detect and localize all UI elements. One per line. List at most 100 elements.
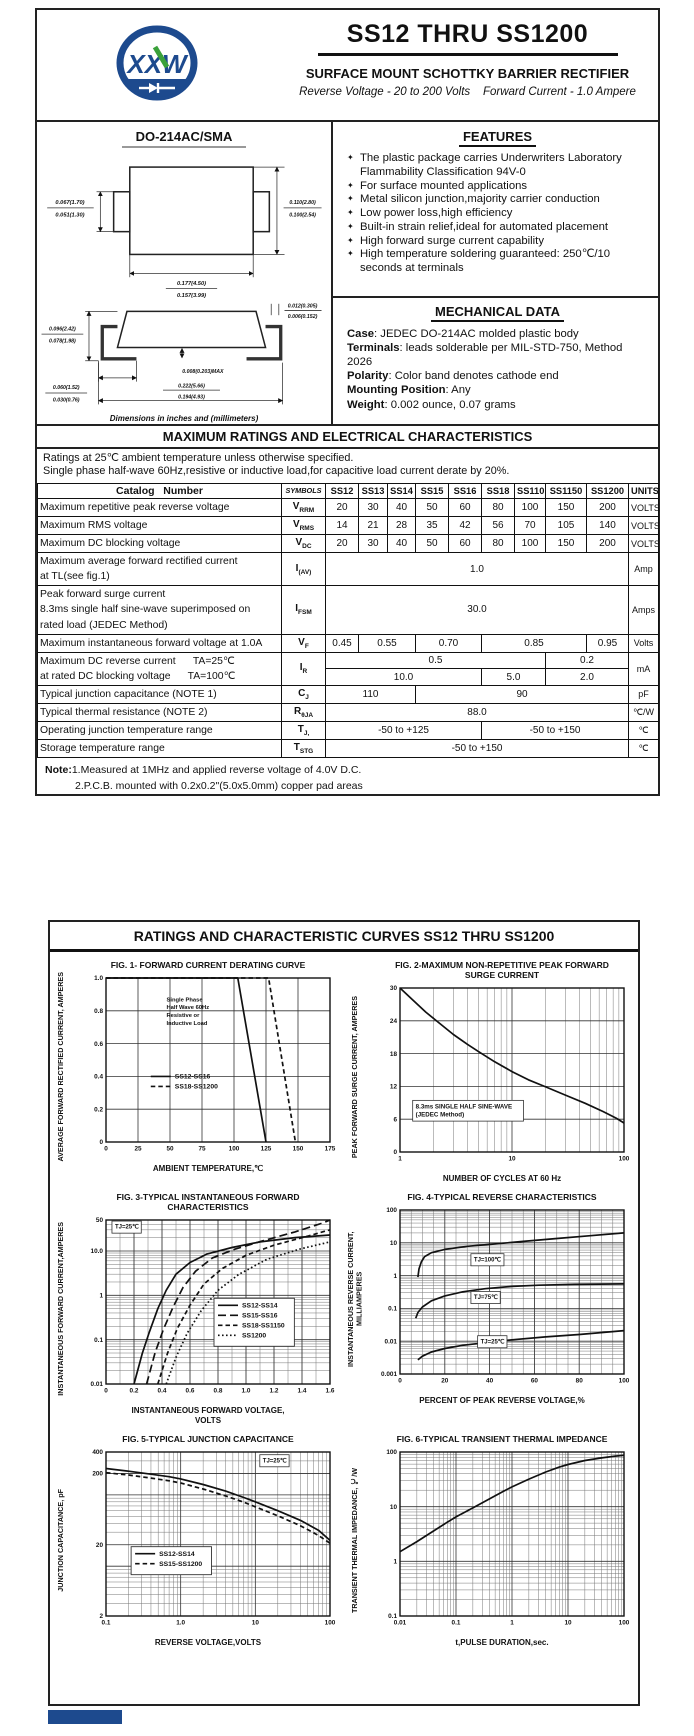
param-cell: Maximum DC blocking voltage	[37, 534, 282, 554]
table-row: Maximum DC blocking voltage VDC 20 30 40 50 60…	[37, 534, 659, 554]
svg-text:400: 400	[92, 1449, 103, 1456]
param-line: Maximum RMS voltage	[40, 520, 148, 532]
svg-text:100: 100	[386, 1449, 397, 1456]
param-line: Operating junction temperature range	[40, 724, 213, 736]
logo-green-accent	[152, 45, 170, 69]
col-device: SS12	[325, 482, 359, 499]
col-device: SS1150	[545, 482, 587, 499]
ratings-section-title: MAXIMUM RATINGS AND ELECTRICAL CHARACTER…	[37, 426, 658, 449]
svg-text:0: 0	[99, 1139, 103, 1146]
package-drawing-column: DO-214AC/SMA 0.067(1.70) 0.051(1	[37, 122, 333, 424]
mechanical-value: : Any	[445, 384, 471, 397]
col-device: SS110	[514, 482, 546, 499]
svg-text:24: 24	[390, 1018, 398, 1025]
param-cell: Maximum RMS voltage	[37, 516, 282, 536]
value-cell: 0.5	[325, 651, 546, 670]
condition-line: Ratings at 25℃ ambient temperature unles…	[43, 452, 354, 464]
symbol-cell: VRMS	[281, 516, 326, 536]
col-device: SS18	[481, 482, 515, 499]
param-cell: Typical junction capacitance (NOTE 1)	[37, 684, 282, 704]
svg-text:1.6: 1.6	[326, 1388, 335, 1395]
svg-text:30: 30	[390, 986, 398, 993]
svg-text:10: 10	[252, 1619, 260, 1626]
svg-text:0: 0	[104, 1146, 108, 1153]
bullet-icon: ✦	[347, 249, 354, 259]
svg-text:18: 18	[390, 1051, 398, 1058]
figure-5-title: FIG. 5-TYPICAL JUNCTION CAPACITANCE	[122, 1433, 294, 1444]
symbol-cell: RθJA	[281, 702, 326, 722]
svg-text:SS15-SS1200: SS15-SS1200	[159, 1561, 202, 1568]
feature-item: ✦ Low power loss,high efficiency	[347, 207, 648, 221]
table-row: Peak forward surge current 8.3ms single h…	[37, 585, 659, 635]
value-cell: 40	[387, 534, 416, 554]
bullet-icon: ✦	[347, 153, 354, 162]
diode-icon	[139, 83, 175, 93]
table-row: Maximum average forward rectified curren…	[37, 552, 659, 587]
note-line-2: 2.P.C.B. mounted with 0.2x0.2"(5.0x5.0mm…	[75, 779, 363, 792]
symbol-cell: IFSM	[281, 585, 326, 635]
svg-text:60: 60	[531, 1378, 539, 1385]
company-logo: XXW	[116, 25, 198, 101]
value-cell: 60	[448, 534, 482, 554]
value-cell: 40	[387, 497, 416, 518]
col-device: SS1200	[586, 482, 629, 499]
param-cell: Maximum instantaneous forward voltage at…	[37, 633, 282, 653]
feature-item: ✦ High forward surge current capability	[347, 235, 648, 249]
svg-text:0.2: 0.2	[130, 1388, 139, 1395]
value-cell: 90	[415, 684, 629, 704]
svg-text:0.01: 0.01	[385, 1339, 398, 1346]
unit-cell: Volts	[628, 633, 659, 653]
feature-text: Metal silicon junction,majority carrier …	[360, 193, 600, 206]
svg-text:0.1: 0.1	[94, 1337, 103, 1344]
svg-text:125: 125	[261, 1146, 272, 1153]
chart-junction-capacitance: 0.1 1.0 10 100 2 20 200 400 TJ=25℃ SS12-SS14 SS15-…	[92, 1449, 335, 1626]
mechanical-label: Polarity	[347, 370, 389, 383]
svg-text:10: 10	[564, 1619, 572, 1626]
param-line: Maximum instantaneous forward voltage at…	[40, 637, 263, 649]
value-cell: 105	[545, 516, 587, 536]
param-cell: Storage temperature range	[37, 739, 282, 759]
param-cell: Maximum DC reverse current TA=25℃ at rate…	[37, 651, 282, 686]
header: XXW SS12 THRU SS1200 SURFACE MOUNT SCHOT…	[37, 10, 658, 122]
param-line: Maximum DC reverse current TA=25℃	[40, 655, 235, 667]
value-cell: 0.2	[545, 651, 629, 670]
figure-3-title: FIG. 3-TYPICAL INSTANTANEOUS FORWARD CHAR…	[116, 1191, 300, 1213]
value-cell: 20	[325, 534, 359, 554]
symbol-cell: IR	[281, 651, 326, 686]
col-device: SS14	[387, 482, 416, 499]
figure-2-title: FIG. 2-MAXIMUM NON-REPETITIVE PEAK FORWA…	[395, 960, 609, 981]
symbol-cell: VRRM	[281, 497, 326, 518]
svg-text:0.1: 0.1	[388, 1613, 397, 1620]
unit-cell: ℃	[628, 720, 659, 741]
svg-text:1: 1	[393, 1558, 397, 1565]
value-cell: 56	[481, 516, 515, 536]
spec-section: XXW SS12 THRU SS1200 SURFACE MOUNT SCHOT…	[35, 8, 660, 796]
mechanical-label: Case	[347, 328, 375, 340]
param-cell: Operating junction temperature range	[37, 720, 282, 741]
feature-item: ✦ The plastic package carries Underwriter…	[347, 152, 648, 180]
unit-cell: Amp	[628, 552, 659, 587]
svg-text:TJ=75℃: TJ=75℃	[474, 1294, 498, 1301]
svg-text:1.2: 1.2	[270, 1388, 279, 1395]
note-line-1: Note:1.Measured at 1MHz and applied reve…	[45, 764, 362, 777]
svg-text:Single Phase: Single Phase	[166, 998, 203, 1004]
param-line: Peak forward surge current	[40, 589, 166, 601]
svg-text:SS18-SS1150: SS18-SS1150	[242, 1323, 285, 1330]
bullet-icon: ✦	[347, 180, 354, 190]
title-underline	[317, 53, 618, 56]
value-cell: -50 to +150	[325, 739, 629, 759]
table-row: Operating junction temperature range TJ, -…	[37, 720, 659, 741]
figure-4-ylabel: INSTANTANEOUS REVERSE CURRENT, MILLIAMPE…	[345, 1231, 363, 1367]
dim-body-width-mm: 0.157(3.99)	[177, 293, 206, 299]
value-cell: 50	[415, 534, 449, 554]
features-mechanical-column: FEATURES ✦ The plastic package carries Un…	[333, 122, 658, 424]
svg-text:TJ=25℃: TJ=25℃	[263, 1457, 287, 1464]
svg-text:SS18-SS1200: SS18-SS1200	[175, 1084, 218, 1091]
svg-text:0.1: 0.1	[388, 1306, 397, 1313]
value-cell: 0.95	[586, 633, 629, 653]
feature-item: ✦ Built-in strain relief,ideal for automa…	[347, 221, 648, 235]
value-cell: 0.85	[481, 633, 587, 653]
table-header-row: Catalog Number SYMBOLS SS12 SS13 SS14 SS15 SS1…	[37, 482, 659, 499]
svg-text:0.1: 0.1	[452, 1619, 461, 1626]
